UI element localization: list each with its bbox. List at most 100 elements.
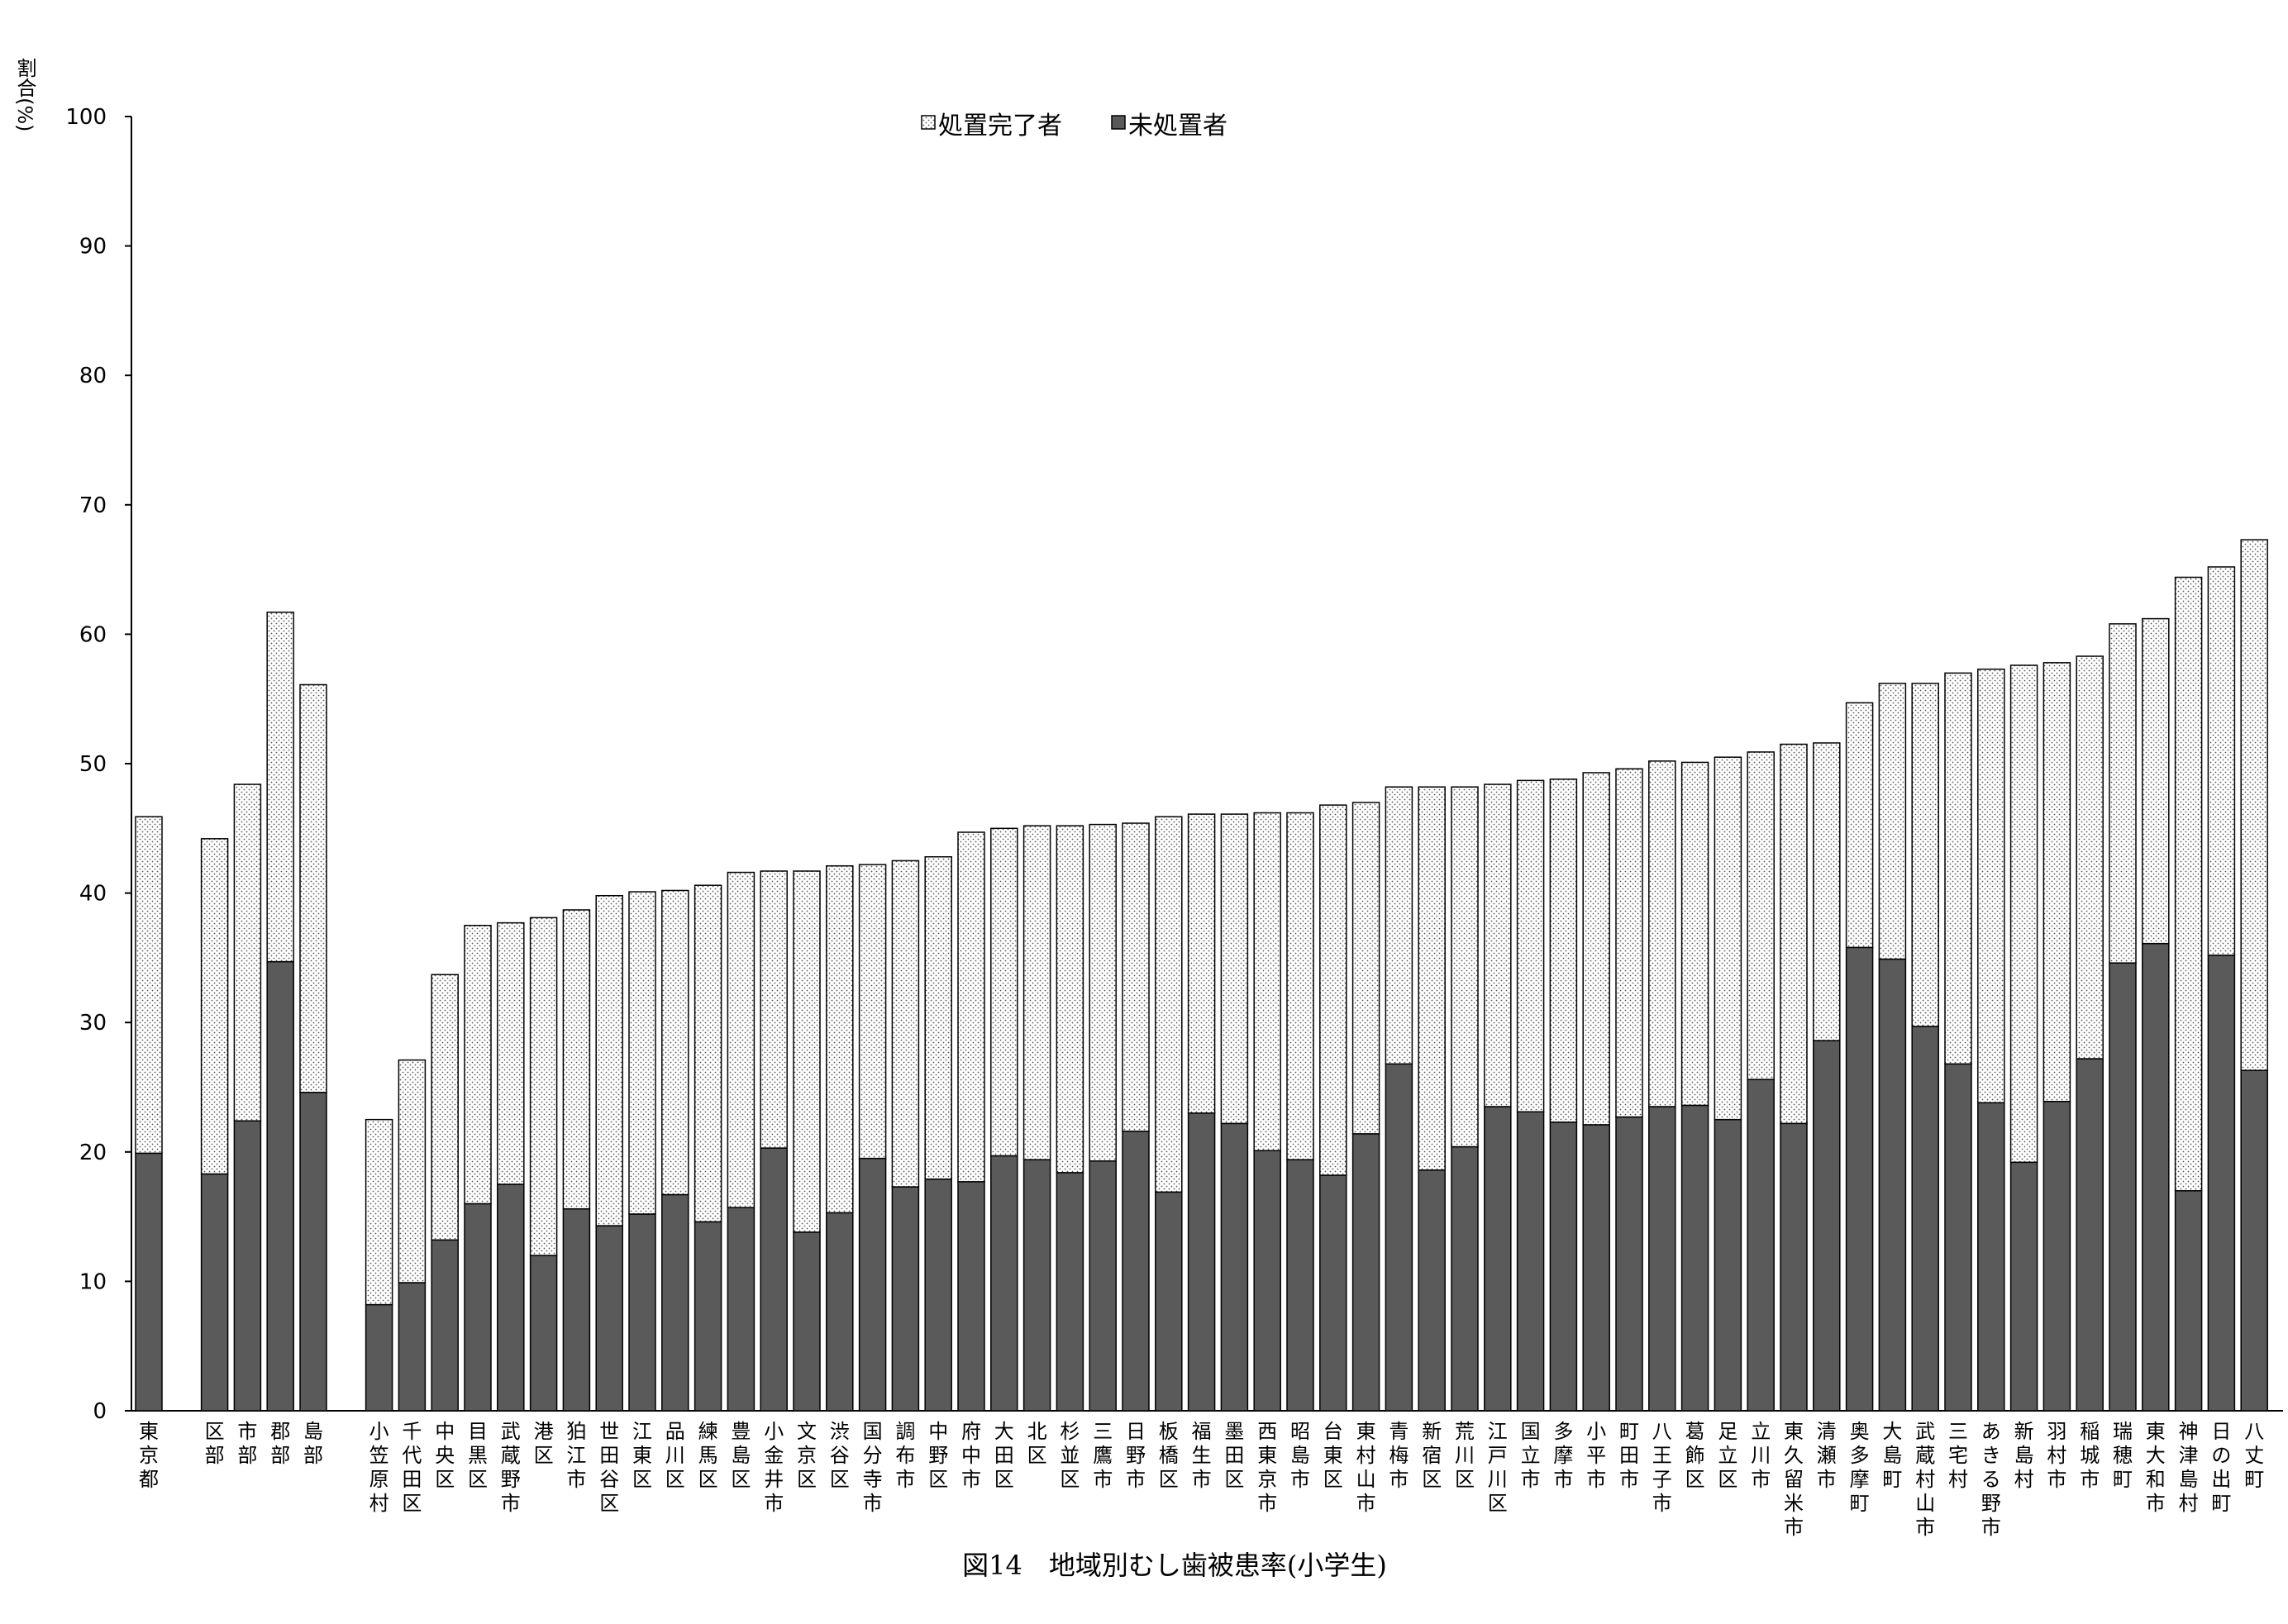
x-tick-label: 北区	[1027, 1420, 1047, 1467]
x-tick-label: 西東京市	[1257, 1420, 1277, 1515]
chart-title: 図14 地域別むし歯被患率(小学生)	[962, 1550, 1387, 1581]
bar-group	[299, 683, 327, 1412]
bar-group	[1187, 813, 1216, 1412]
bar-treated	[1022, 825, 1051, 1160]
bar-untreated	[1845, 946, 1874, 1412]
bar-untreated	[1089, 1160, 1117, 1412]
y-tick-label: 100	[65, 105, 107, 130]
bar-group	[1516, 779, 1545, 1412]
bar-untreated	[1780, 1122, 1808, 1412]
y-tick-label: 30	[79, 1011, 107, 1036]
bar-group	[2174, 576, 2203, 1412]
y-tick-label: 0	[93, 1399, 107, 1424]
bar-group	[595, 894, 623, 1412]
x-tick-label: 台東区	[1323, 1420, 1343, 1491]
bar-treated	[431, 974, 459, 1241]
bar-group	[1022, 825, 1051, 1412]
x-tick-label: 府中市	[961, 1420, 981, 1491]
y-tick-label: 60	[79, 622, 107, 647]
x-tick-label: 郡部	[270, 1420, 290, 1467]
bar-group	[1714, 756, 1742, 1412]
bar-group	[2109, 623, 2137, 1412]
x-tick-label: 練馬区	[698, 1420, 718, 1491]
x-tick-label: 大田区	[994, 1420, 1014, 1491]
bar-treated	[1648, 760, 1676, 1107]
bar-treated	[661, 889, 689, 1196]
bar-group	[2043, 662, 2071, 1412]
bar-treated	[1187, 813, 1216, 1114]
x-tick-label: 新宿区	[1422, 1420, 1442, 1491]
bar-untreated	[2076, 1058, 2104, 1412]
bar-untreated	[2240, 1069, 2268, 1412]
bar-group	[1056, 825, 1084, 1412]
bar-group	[1220, 813, 1249, 1412]
bar-treated	[1451, 786, 1479, 1148]
bar-untreated	[1747, 1079, 1775, 1412]
bar-untreated	[1549, 1122, 1578, 1412]
x-tick-label: 江東区	[632, 1420, 652, 1491]
bar-untreated	[1813, 1040, 1841, 1412]
bar-group	[365, 1118, 393, 1412]
x-tick-label: 板橋区	[1159, 1420, 1179, 1491]
bar-untreated	[727, 1207, 756, 1412]
bar-untreated	[694, 1221, 722, 1412]
legend-label-untreated: 未処置者	[1128, 112, 1227, 140]
bar-untreated	[233, 1120, 262, 1412]
x-tick-label: 八王子市	[1652, 1420, 1672, 1515]
bar-group	[694, 884, 722, 1412]
x-tick-label: 三鷹市	[1093, 1420, 1113, 1491]
bar-treated	[2142, 617, 2170, 945]
bar-group	[266, 612, 294, 1412]
bar-group	[1418, 786, 1446, 1412]
x-tick-label: 品川区	[665, 1420, 685, 1491]
x-tick-label: 日野市	[1126, 1420, 1146, 1491]
x-tick-label: 葛飾区	[1685, 1420, 1705, 1491]
x-tick-label: 港区	[534, 1420, 554, 1467]
bar-untreated	[595, 1225, 623, 1412]
bar-treated	[826, 864, 854, 1214]
bar-treated	[1286, 812, 1314, 1160]
x-tick-label: 豊島区	[731, 1420, 751, 1491]
bar-untreated	[1615, 1116, 1643, 1412]
y-tick-label: 90	[79, 235, 107, 260]
x-tick-label: 立川市	[1751, 1420, 1771, 1491]
bar-group	[1813, 742, 1841, 1412]
bar-treated	[1418, 786, 1446, 1171]
x-tick-label: 小平市	[1586, 1420, 1606, 1491]
x-tick-label: 荒川区	[1455, 1420, 1475, 1491]
bar-treated	[497, 922, 525, 1185]
x-tick-label: あきる野市	[1981, 1420, 2001, 1539]
x-tick-label: 国立市	[1521, 1420, 1541, 1491]
bar-group	[1878, 683, 1907, 1412]
x-tick-label: 目黒区	[468, 1420, 488, 1491]
bar-untreated	[431, 1239, 459, 1412]
bar-untreated	[1680, 1104, 1709, 1412]
bar-treated	[1878, 683, 1907, 960]
bar-group	[135, 816, 163, 1412]
bar-treated	[1680, 761, 1709, 1107]
x-tick-label: 江戸川区	[1488, 1420, 1508, 1515]
bar-untreated	[1155, 1191, 1183, 1412]
bar-group	[562, 909, 591, 1412]
bar-treated	[529, 917, 558, 1256]
bar-treated	[727, 871, 756, 1208]
bar-treated	[299, 683, 327, 1093]
bar-untreated	[1253, 1150, 1281, 1412]
x-tick-label: 福生市	[1192, 1420, 1212, 1491]
bar-untreated	[1714, 1118, 1742, 1412]
bar-untreated	[2207, 955, 2236, 1412]
bar-group	[2142, 617, 2170, 1412]
bar-group	[793, 870, 821, 1412]
bar-untreated	[497, 1183, 525, 1412]
bar-treated	[2240, 539, 2268, 1071]
bar-treated	[1089, 823, 1117, 1162]
bar-group	[200, 838, 229, 1412]
x-tick-label: 稲城市	[2080, 1420, 2100, 1491]
bar-group	[1845, 702, 1874, 1412]
bar-untreated	[2009, 1161, 2038, 1412]
bar-treated	[990, 827, 1018, 1157]
y-axis-label: 割合(%)	[13, 58, 36, 132]
bar-group	[529, 917, 558, 1412]
bar-treated	[1155, 816, 1183, 1193]
bar-treated	[858, 864, 887, 1160]
